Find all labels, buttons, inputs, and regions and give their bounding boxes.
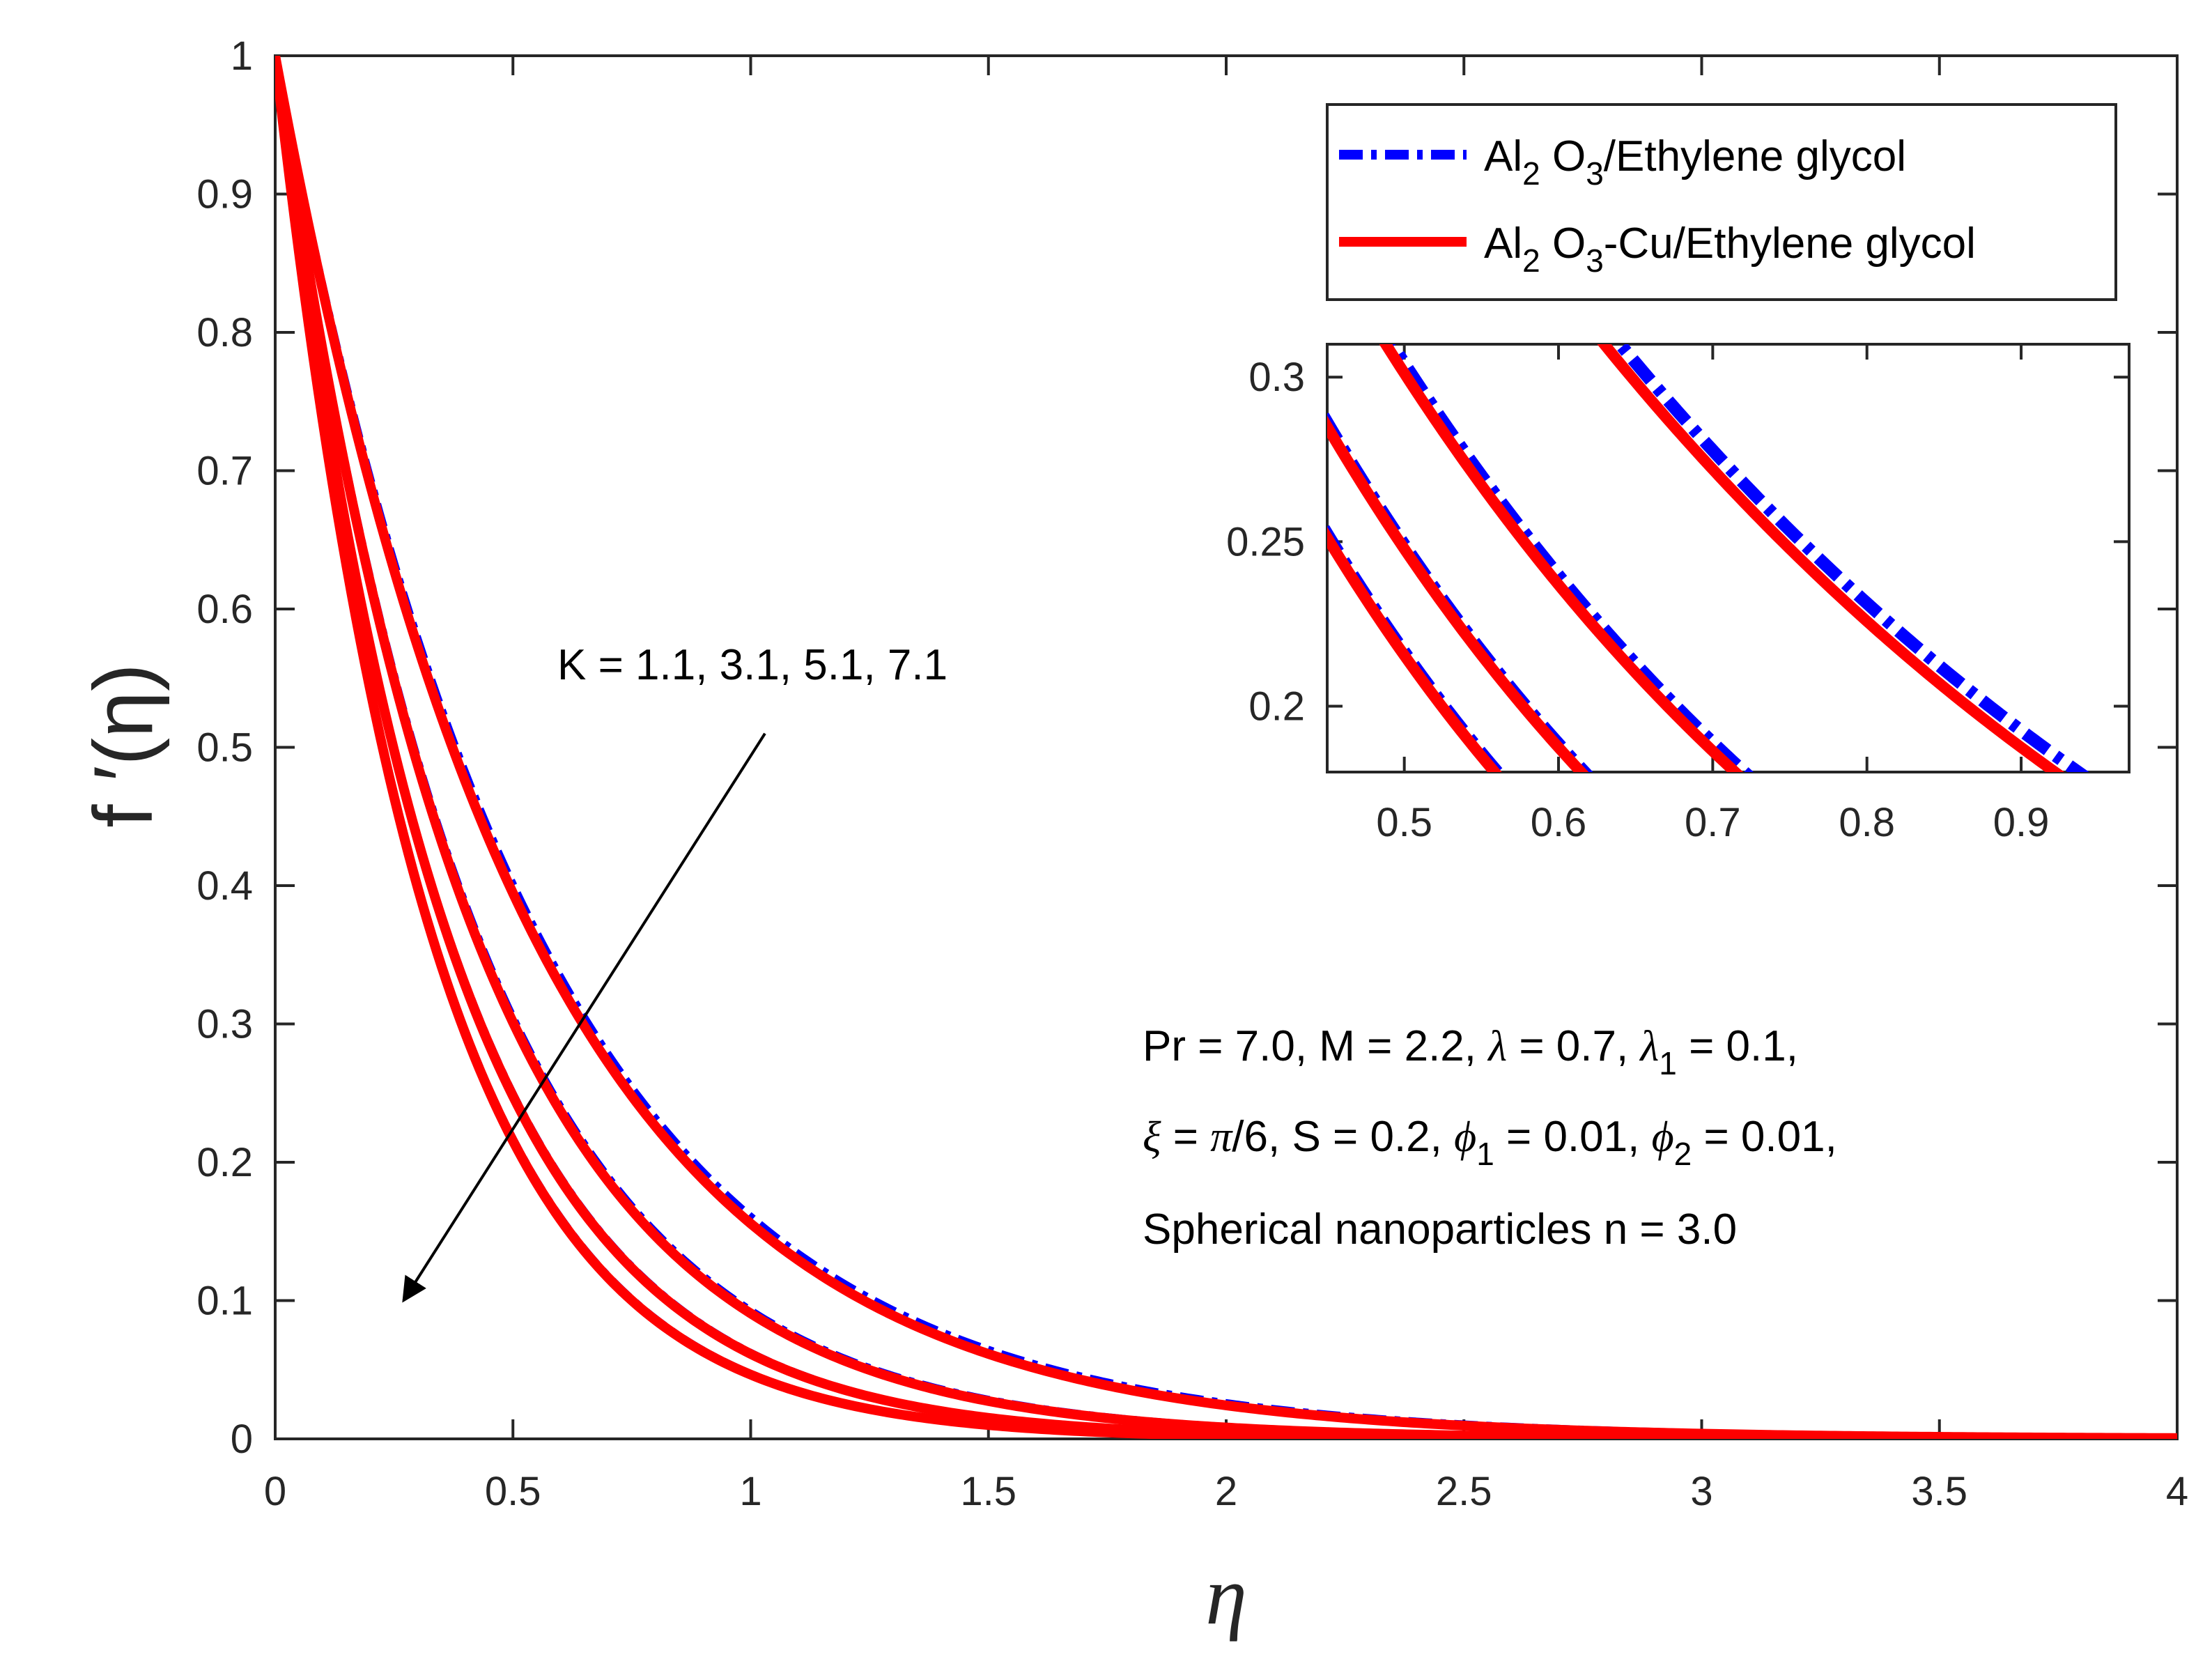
inset-chart: 0.5 0.6 0.7 0.8 0.9 0.2 0.25 0.3 [1226,343,2130,845]
k-direction-arrow [402,732,766,1303]
y-tick-label: 0.7 [196,449,253,494]
inset-series-line-al2o3 [1611,344,2089,772]
inset-y-tick-label: 0.3 [1248,355,1305,400]
y-tick-label: 1 [231,33,253,79]
y-tick-label: 0 [231,1417,253,1462]
y-axis-label: f ′(η) [77,663,170,828]
inset-x-tick-label: 0.8 [1839,800,1895,845]
x-tick-label: 0.5 [485,1469,541,1514]
legend: Al2 O3/Ethylene glycol Al2 O3-Cu/Ethylen… [1326,103,2117,301]
legend-label-al2o3-cu: Al2 O3-Cu/Ethylene glycol [1484,219,1976,279]
x-axis-label: η [1205,1549,1247,1642]
params-line-3: Spherical nanoparticles n = 3.0 [1143,1205,1737,1254]
x-tick-label: 0 [264,1469,286,1514]
x-tick-label: 3.5 [1911,1469,1967,1514]
main-curves [275,56,2177,1439]
x-tick-label: 3 [1690,1469,1712,1514]
main-tick-labels: 0 0.5 1 1.5 2 2.5 3 3.5 400.10.20.30.40.50.60.70… [196,33,2188,1514]
y-tick-label: 0.3 [196,1002,253,1047]
y-tick-label: 0.9 [196,172,253,217]
legend-label-al2o3: Al2 O3/Ethylene glycol [1484,132,1906,192]
y-tick-label: 0.5 [196,725,253,771]
series-line-al2o3-cu [275,56,2177,1439]
inset-plot-area [1326,343,2130,773]
inset-curves [1327,344,2089,772]
inset-series-line-al2o3-cu [1379,344,1744,772]
params-line-2: ξ = π/6, S = 0.2, ϕ1 = 0.01, ϕ2 = 0.01, [1143,1113,1837,1172]
inset-y-tick-label: 0.2 [1248,684,1305,730]
params-line-1: Pr = 7.0, M = 2.2, λ = 0.7, λ1 = 0.1, [1143,1022,1798,1081]
inset-series-line-al2o3-cu [1327,415,1589,772]
inset-series-line-al2o3-cu [1327,527,1502,772]
x-tick-label: 2 [1215,1469,1237,1514]
legend-box [1326,103,2117,301]
x-tick-label: 4 [2166,1469,2188,1514]
y-tick-label: 0.6 [196,587,253,632]
inset-x-tick-label: 0.6 [1531,800,1587,845]
y-tick-label: 0.4 [196,863,253,909]
inset-x-tick-label: 0.9 [1993,800,2050,845]
inset-tick-labels: 0.5 0.6 0.7 0.8 0.9 0.2 0.25 0.3 [1226,355,2049,845]
y-tick-label: 0.8 [196,310,253,355]
y-tick-label: 0.2 [196,1140,253,1185]
inset-y-tick-label: 0.25 [1226,519,1305,564]
inset-series-line-al2o3-cu [1597,344,2065,772]
inset-x-tick-label: 0.5 [1376,800,1432,845]
y-tick-label: 0.1 [196,1279,253,1324]
x-tick-label: 1 [739,1469,761,1514]
inset-x-tick-label: 0.7 [1685,800,1741,845]
x-tick-label: 2.5 [1436,1469,1492,1514]
x-tick-label: 1.5 [960,1469,1016,1514]
k-annotation: K = 1.1, 3.1, 5.1, 7.1 [557,641,948,689]
